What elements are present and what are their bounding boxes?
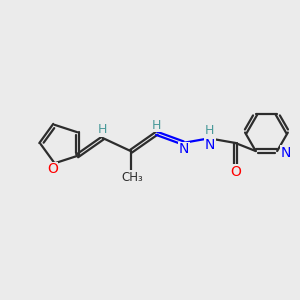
Text: N: N <box>281 146 291 160</box>
Text: O: O <box>230 165 241 179</box>
Text: O: O <box>47 162 58 176</box>
Text: N: N <box>205 138 215 152</box>
Text: H: H <box>204 124 214 136</box>
Text: H: H <box>98 123 107 136</box>
Text: CH₃: CH₃ <box>122 171 143 184</box>
Text: N: N <box>179 142 189 157</box>
Text: H: H <box>152 118 161 131</box>
